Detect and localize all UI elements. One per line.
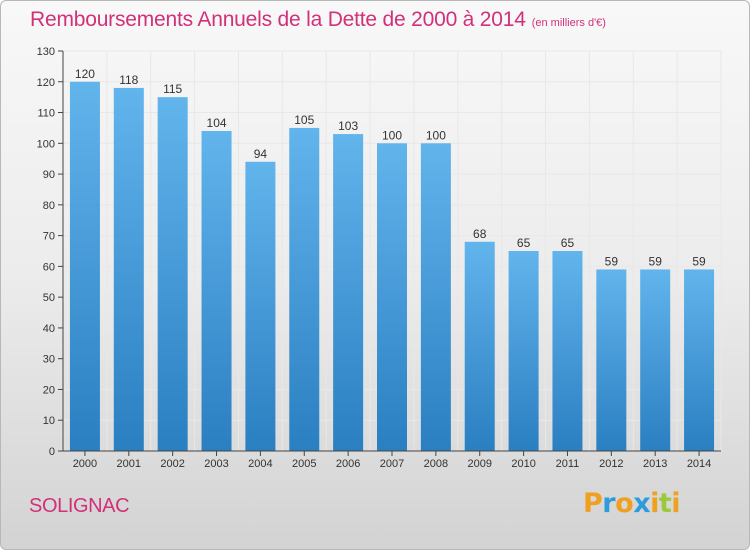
bar-value-label: 120: [75, 67, 95, 81]
brand-letter: o: [615, 488, 634, 519]
x-tick-label: 2012: [599, 458, 623, 470]
data-labels: 120 118 115 104 94 105 103 100 100 68 65 65 59 59 59: [75, 67, 706, 269]
bar: [333, 134, 364, 452]
bar-value-label: 65: [561, 236, 575, 250]
y-tick-label: 120: [37, 77, 55, 89]
bar: [69, 81, 100, 452]
bar-value-label: 100: [382, 128, 402, 142]
bar-value-label: 104: [207, 116, 227, 130]
bar: [377, 143, 407, 452]
x-tick-label: 2014: [687, 458, 711, 470]
bar-value-label: 100: [426, 128, 446, 142]
y-tick-label: 70: [43, 231, 55, 243]
y-tick-label: 0: [49, 446, 55, 458]
bar-value-label: 118: [119, 73, 138, 87]
bar: [289, 127, 320, 451]
y-tick-label: 30: [43, 354, 55, 366]
brand-logo: Proxiti: [583, 488, 681, 519]
x-tick-label: 2009: [467, 458, 491, 470]
y-tick-label: 60: [43, 261, 55, 273]
y-tick-label: 50: [43, 292, 55, 304]
y-tick-label: 100: [37, 138, 55, 150]
x-tick-label: 2010: [511, 458, 535, 470]
bar-value-label: 59: [692, 254, 706, 268]
brand-letter: x: [633, 488, 651, 519]
x-tick-label: 2002: [160, 458, 184, 470]
bar-value-label: 94: [254, 147, 268, 161]
bar-value-label: 59: [649, 254, 663, 268]
x-tick-label: 2000: [73, 458, 97, 470]
bar-value-label: 65: [517, 236, 531, 250]
brand-letter: r: [602, 488, 616, 519]
brand-letter: t: [658, 488, 672, 519]
bar-value-label: 105: [294, 113, 314, 127]
y-tick-label: 10: [43, 415, 55, 427]
bar: [508, 251, 539, 451]
bar: [157, 97, 188, 452]
y-tick-label: 40: [43, 323, 55, 335]
x-tick-label: 2005: [292, 458, 316, 470]
x-tick-label: 2008: [424, 458, 448, 470]
axes: 0 10 20 30 40 50 60 70 80 90 100 110 120 130 2000 2001 2…: [37, 46, 721, 470]
y-tick-label: 90: [43, 169, 55, 181]
bar: [596, 269, 627, 451]
bar: [552, 251, 583, 451]
x-tick-label: 2001: [117, 458, 141, 470]
chart-title-row: Remboursements Annuels de la Dette de 20…: [30, 8, 606, 32]
y-tick-label: 110: [37, 108, 55, 120]
place-name: SOLIGNAC: [29, 495, 130, 517]
bar-value-label: 115: [163, 82, 182, 96]
bar: [201, 131, 232, 451]
bar: [464, 241, 495, 451]
x-tick-label: 2011: [556, 458, 580, 470]
brand-letter: i: [671, 488, 681, 519]
y-tick-label: 130: [37, 46, 55, 58]
bar: [684, 269, 715, 451]
bars: [69, 81, 715, 452]
bar: [420, 143, 451, 452]
bar: [113, 87, 144, 451]
y-tick-label: 80: [43, 200, 55, 212]
bar-value-label: 59: [605, 254, 619, 268]
x-tick-label: 2003: [204, 458, 228, 470]
y-tick-label: 20: [43, 384, 55, 396]
brand-letter: P: [583, 488, 603, 519]
x-tick-label: 2004: [248, 458, 272, 470]
bar-value-label: 103: [338, 119, 358, 133]
chart-unit-note: (en milliers d'€): [531, 17, 606, 29]
brand-letter: i: [650, 488, 659, 519]
bar: [245, 161, 276, 451]
x-tick-label: 2006: [336, 458, 360, 470]
bar: [640, 269, 671, 451]
bar-value-label: 68: [473, 227, 487, 241]
x-tick-label: 2007: [380, 458, 404, 470]
chart-title: Remboursements Annuels de la Dette de 20…: [30, 8, 526, 31]
x-tick-label: 2013: [643, 458, 667, 470]
